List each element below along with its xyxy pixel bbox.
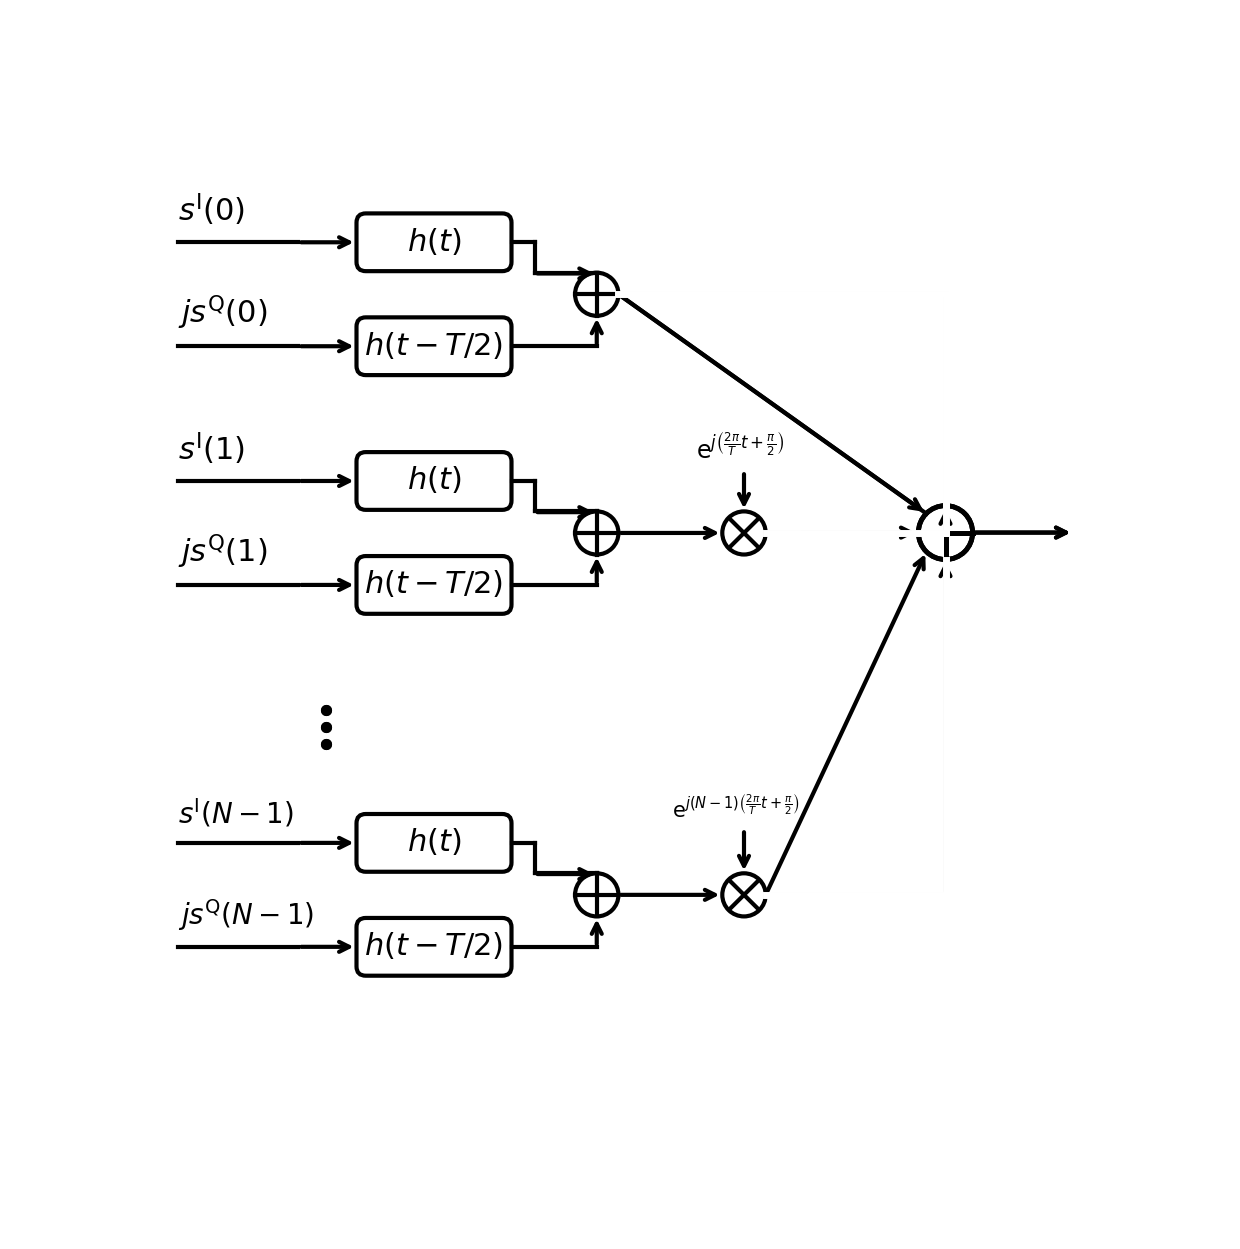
- Text: $\mathrm{e}^{j(N-1)\left(\frac{2\pi}{T}t+\frac{\pi}{2}\right)}$: $\mathrm{e}^{j(N-1)\left(\frac{2\pi}{T}t…: [672, 794, 800, 822]
- Text: $h(t)$: $h(t)$: [407, 466, 461, 497]
- Text: $s^{\mathrm{I}}(1)$: $s^{\mathrm{I}}(1)$: [179, 431, 246, 467]
- FancyBboxPatch shape: [357, 918, 511, 975]
- Text: $js^{\mathrm{Q}}(N-1)$: $js^{\mathrm{Q}}(N-1)$: [179, 897, 315, 933]
- FancyBboxPatch shape: [357, 452, 511, 510]
- Text: $h(t-T/2)$: $h(t-T/2)$: [365, 570, 503, 601]
- Text: $js^{\mathrm{Q}}(0)$: $js^{\mathrm{Q}}(0)$: [179, 294, 268, 332]
- FancyBboxPatch shape: [357, 556, 511, 613]
- Text: $js^{\mathrm{Q}}(1)$: $js^{\mathrm{Q}}(1)$: [179, 532, 268, 571]
- FancyBboxPatch shape: [357, 214, 511, 271]
- FancyBboxPatch shape: [357, 814, 511, 872]
- Text: $s^{\mathrm{I}}(0)$: $s^{\mathrm{I}}(0)$: [179, 192, 246, 229]
- FancyBboxPatch shape: [357, 317, 511, 375]
- Text: $h(t-T/2)$: $h(t-T/2)$: [365, 932, 503, 962]
- Text: $h(t)$: $h(t)$: [407, 227, 461, 257]
- Text: $h(t-T/2)$: $h(t-T/2)$: [365, 331, 503, 362]
- Text: $s^{\mathrm{I}}(N-1)$: $s^{\mathrm{I}}(N-1)$: [179, 796, 294, 829]
- Text: $\mathrm{e}^{j\left(\frac{2\pi}{T}t+\frac{\pi}{2}\right)}$: $\mathrm{e}^{j\left(\frac{2\pi}{T}t+\fra…: [696, 433, 784, 463]
- Text: $h(t)$: $h(t)$: [407, 827, 461, 858]
